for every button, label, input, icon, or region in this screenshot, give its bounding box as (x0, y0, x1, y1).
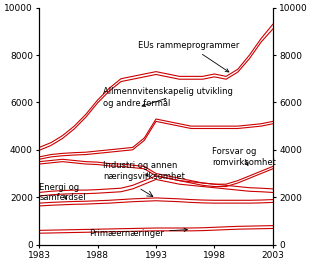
Text: Energi og
samferdsel: Energi og samferdsel (39, 183, 86, 202)
Text: Industri og annen
næringsvirksomhet: Industri og annen næringsvirksomhet (103, 162, 185, 181)
Text: EUs rammeprogrammer: EUs rammeprogrammer (139, 41, 240, 72)
Text: Primæernæringer: Primæernæringer (89, 228, 187, 238)
Text: Allmennvitenskapelig utvikling
og andre formål: Allmennvitenskapelig utvikling og andre … (103, 87, 233, 108)
Text: Forsvar og
romvirksomhet: Forsvar og romvirksomhet (212, 147, 276, 167)
